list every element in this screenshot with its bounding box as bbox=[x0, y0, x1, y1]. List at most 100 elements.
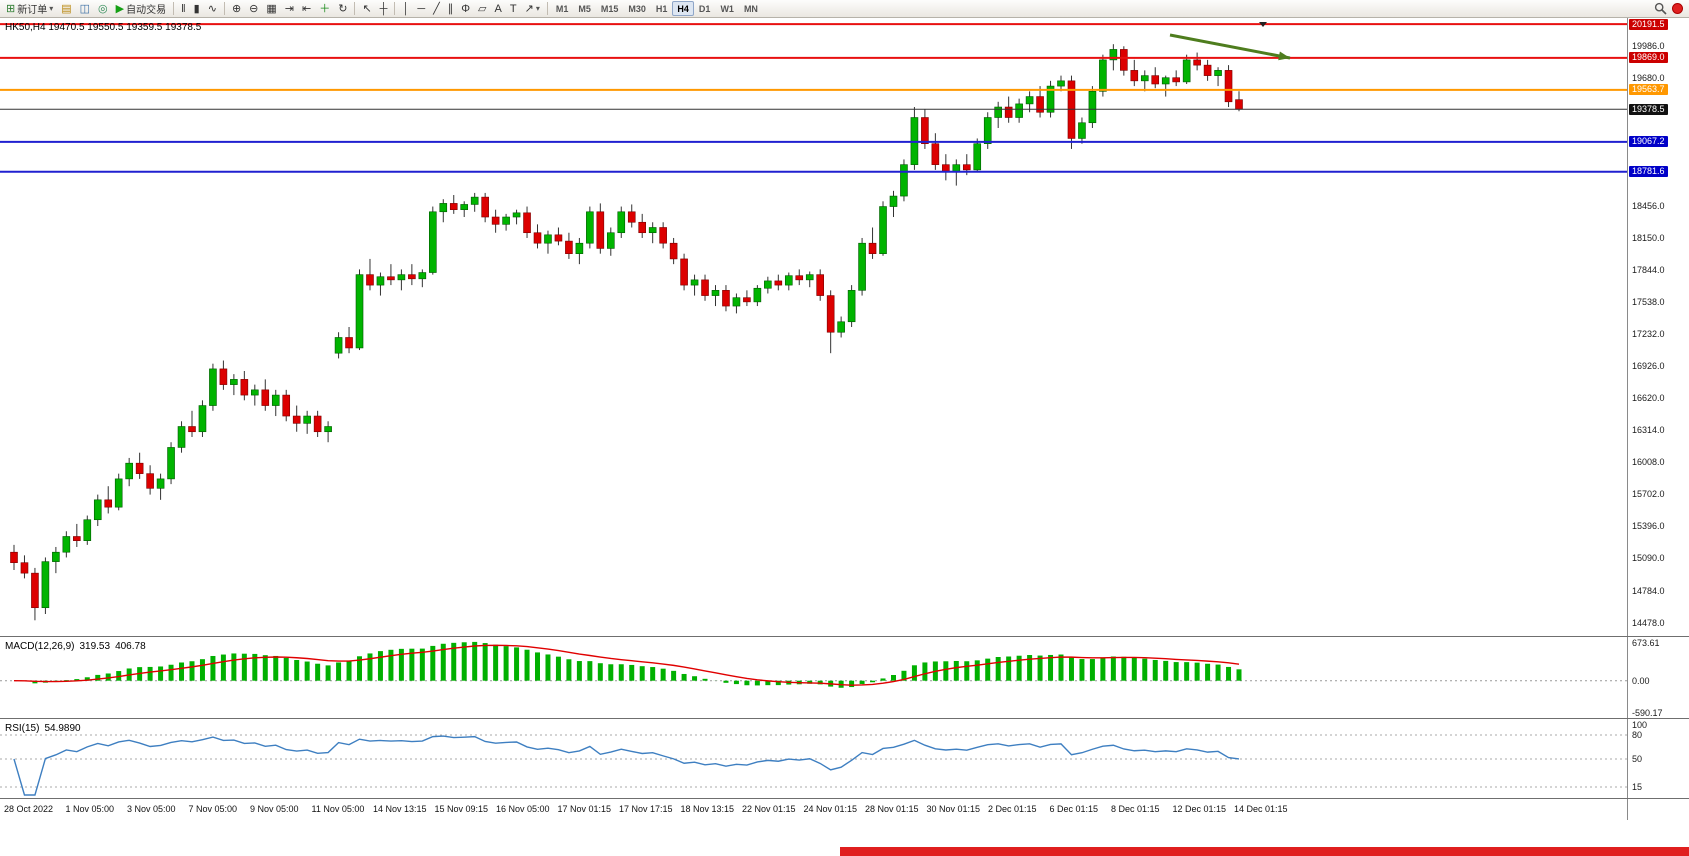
timeframe-h1-button[interactable]: H1 bbox=[655, 4, 668, 14]
time-axis-label: 12 Dec 01:15 bbox=[1172, 804, 1227, 814]
rsi-canvas[interactable] bbox=[0, 719, 1627, 798]
rsi-axis-label: 50 bbox=[1632, 754, 1643, 764]
time-axis[interactable]: 28 Oct 2022 1 Nov 05:00 3 Nov 05:00 7 Nov 0… bbox=[0, 798, 1689, 820]
crosshair-button[interactable]: ┼ bbox=[376, 1, 392, 17]
chart-shift-button[interactable]: ⇤ bbox=[298, 1, 315, 17]
time-axis-label: 2 Dec 01:15 bbox=[988, 804, 1037, 814]
time-axis-label: 17 Nov 17:15 bbox=[619, 804, 673, 814]
time-axis-label: 28 Nov 01:15 bbox=[865, 804, 919, 814]
rsi-panel[interactable]: RSI(15) 54.9890 100 80 50 15 bbox=[0, 718, 1689, 798]
fibonacci-icon: Φ bbox=[461, 2, 471, 15]
time-axis-label: 17 Nov 01:15 bbox=[557, 804, 612, 814]
price-axis-label: 17538.0 bbox=[1632, 297, 1665, 308]
price-axis-label: 14478.0 bbox=[1632, 617, 1665, 628]
text-icon: A bbox=[494, 2, 502, 15]
rsi-axis-label: 15 bbox=[1632, 782, 1643, 792]
play-icon: ▶ bbox=[115, 2, 125, 15]
time-axis-label: 11 Nov 05:00 bbox=[311, 804, 365, 814]
auto-scroll-button[interactable]: ⇥ bbox=[281, 1, 298, 17]
toolbar-separator bbox=[354, 2, 356, 15]
tile-windows-button[interactable]: ▦ bbox=[262, 1, 280, 17]
time-axis-label: 1 Nov 05:00 bbox=[65, 804, 115, 814]
timeframe-m1-button[interactable]: M1 bbox=[555, 4, 569, 14]
chart-window-button[interactable]: ◫ bbox=[76, 1, 94, 17]
cursor-icon: ↖ bbox=[362, 2, 372, 15]
autotrade-button[interactable]: ▶ 自动交易 bbox=[112, 1, 170, 17]
zoom-in-icon: ⊕ bbox=[231, 2, 242, 15]
price-line-badge: 19378.5 bbox=[1629, 103, 1668, 115]
macd-panel[interactable]: MACD(12,26,9) 319.53 406.78 673.61 0.00 -590… bbox=[0, 636, 1689, 718]
chart-window-icon: ◫ bbox=[79, 2, 91, 15]
market-depth-button[interactable]: ▤ bbox=[57, 1, 75, 17]
cursor-button[interactable]: ↖ bbox=[358, 1, 375, 17]
timeframe-mn-button[interactable]: MN bbox=[743, 4, 758, 14]
rsi-axis-label: 80 bbox=[1632, 730, 1643, 740]
price-axis-label: 16008.0 bbox=[1632, 457, 1665, 468]
timeframe-m30-button[interactable]: M30 bbox=[628, 4, 646, 14]
candlestick-chart-type-button[interactable]: ▮ bbox=[190, 1, 204, 17]
price-axis-label: 18456.0 bbox=[1632, 200, 1665, 211]
shapes-button[interactable]: ▱ bbox=[474, 1, 490, 17]
label-button[interactable]: T bbox=[506, 1, 521, 17]
time-axis-label: 28 Oct 2022 bbox=[4, 804, 54, 814]
arrow-tool-button[interactable]: ↗ ▾ bbox=[521, 1, 544, 17]
price-axis-label: 17232.0 bbox=[1632, 329, 1665, 340]
time-axis-corner bbox=[1627, 799, 1689, 820]
time-axis-label: 24 Nov 01:15 bbox=[803, 804, 858, 814]
timeframe-m5-button[interactable]: M5 bbox=[578, 4, 591, 14]
market-depth-icon: ▤ bbox=[61, 2, 72, 15]
timeframe-h4-button[interactable]: H4 bbox=[672, 1, 694, 16]
price-axis-label: 15090.0 bbox=[1632, 553, 1665, 564]
time-axis-label: 9 Nov 05:00 bbox=[250, 804, 299, 814]
price-axis-label: 17844.0 bbox=[1632, 265, 1665, 276]
timeframe-w1-button[interactable]: W1 bbox=[720, 4, 734, 14]
period-cycle-button[interactable]: ↻ bbox=[334, 1, 351, 17]
bar-chart-type-button[interactable]: ‖ bbox=[177, 1, 190, 17]
trendline-button[interactable]: ╱ bbox=[429, 1, 444, 17]
time-axis-label: 14 Dec 01:15 bbox=[1234, 804, 1288, 814]
symbol-ohlc-info: HK50,H4 19470.5 19550.5 19359.5 19378.5 bbox=[5, 22, 202, 33]
trend-arrow[interactable] bbox=[1169, 33, 1291, 60]
time-axis-label: 6 Dec 01:15 bbox=[1049, 804, 1099, 814]
macd-name: MACD(12,26,9) bbox=[5, 641, 75, 652]
notification-badge[interactable] bbox=[1672, 3, 1683, 14]
tile-windows-icon: ▦ bbox=[266, 2, 277, 15]
vertical-line-button[interactable]: │ bbox=[398, 1, 413, 17]
alerts-button[interactable]: ◎ bbox=[94, 1, 112, 17]
time-axis-label: 16 Nov 05:00 bbox=[496, 804, 550, 814]
text-button[interactable]: A bbox=[491, 1, 506, 17]
chart-shift-icon: ⇤ bbox=[302, 2, 312, 15]
rsi-line bbox=[13, 735, 1240, 796]
indicator-plus-icon: ＋ bbox=[319, 2, 331, 15]
time-axis-label: 14 Nov 13:15 bbox=[373, 804, 427, 814]
line-chart-type-button[interactable]: ∿ bbox=[204, 1, 221, 17]
rsi-label: RSI(15) 54.9890 bbox=[5, 723, 86, 734]
price-line-badge: 18781.6 bbox=[1629, 166, 1668, 178]
timeframe-d1-button[interactable]: D1 bbox=[698, 4, 711, 14]
indicators-button[interactable]: ＋ bbox=[315, 1, 334, 17]
channel-button[interactable]: ∥ bbox=[444, 1, 458, 17]
new-order-button[interactable]: ⊞ 新订单 ▾ bbox=[2, 1, 57, 17]
fibonacci-button[interactable]: Φ bbox=[457, 1, 474, 17]
macd-axis-label: -590.17 bbox=[1632, 708, 1663, 718]
price-axis-label: 15702.0 bbox=[1632, 489, 1665, 500]
candlestick-icon: ▮ bbox=[193, 2, 200, 15]
price-line-badge: 19563.7 bbox=[1629, 84, 1668, 96]
label-icon: T bbox=[509, 2, 517, 15]
main-chart-panel[interactable]: HK50,H4 19470.5 19550.5 19359.5 19378.5 … bbox=[0, 18, 1689, 636]
timeframe-m15-button[interactable]: M15 bbox=[600, 4, 619, 14]
price-axis-label: 16314.0 bbox=[1632, 425, 1665, 436]
macd-canvas[interactable] bbox=[0, 637, 1627, 718]
macd-value-main: 319.53 bbox=[79, 641, 111, 652]
autotrade-button-label: 自动交易 bbox=[126, 5, 167, 16]
time-axis-label: 7 Nov 05:00 bbox=[188, 804, 238, 814]
trendline-icon: ╱ bbox=[433, 2, 440, 15]
chevron-down-icon: ▾ bbox=[535, 4, 540, 13]
price-axis[interactable]: 19986.019680.019374.019068.018762.018456… bbox=[1627, 18, 1689, 636]
auto-scroll-icon: ⇥ bbox=[284, 2, 295, 15]
zoom-in-button[interactable]: ⊕ bbox=[228, 1, 245, 17]
zoom-out-button[interactable]: ⊖ bbox=[245, 1, 262, 17]
horizontal-line-button[interactable]: ─ bbox=[413, 1, 429, 17]
search-icon[interactable] bbox=[1654, 2, 1667, 15]
price-chart-canvas[interactable] bbox=[0, 18, 1627, 636]
